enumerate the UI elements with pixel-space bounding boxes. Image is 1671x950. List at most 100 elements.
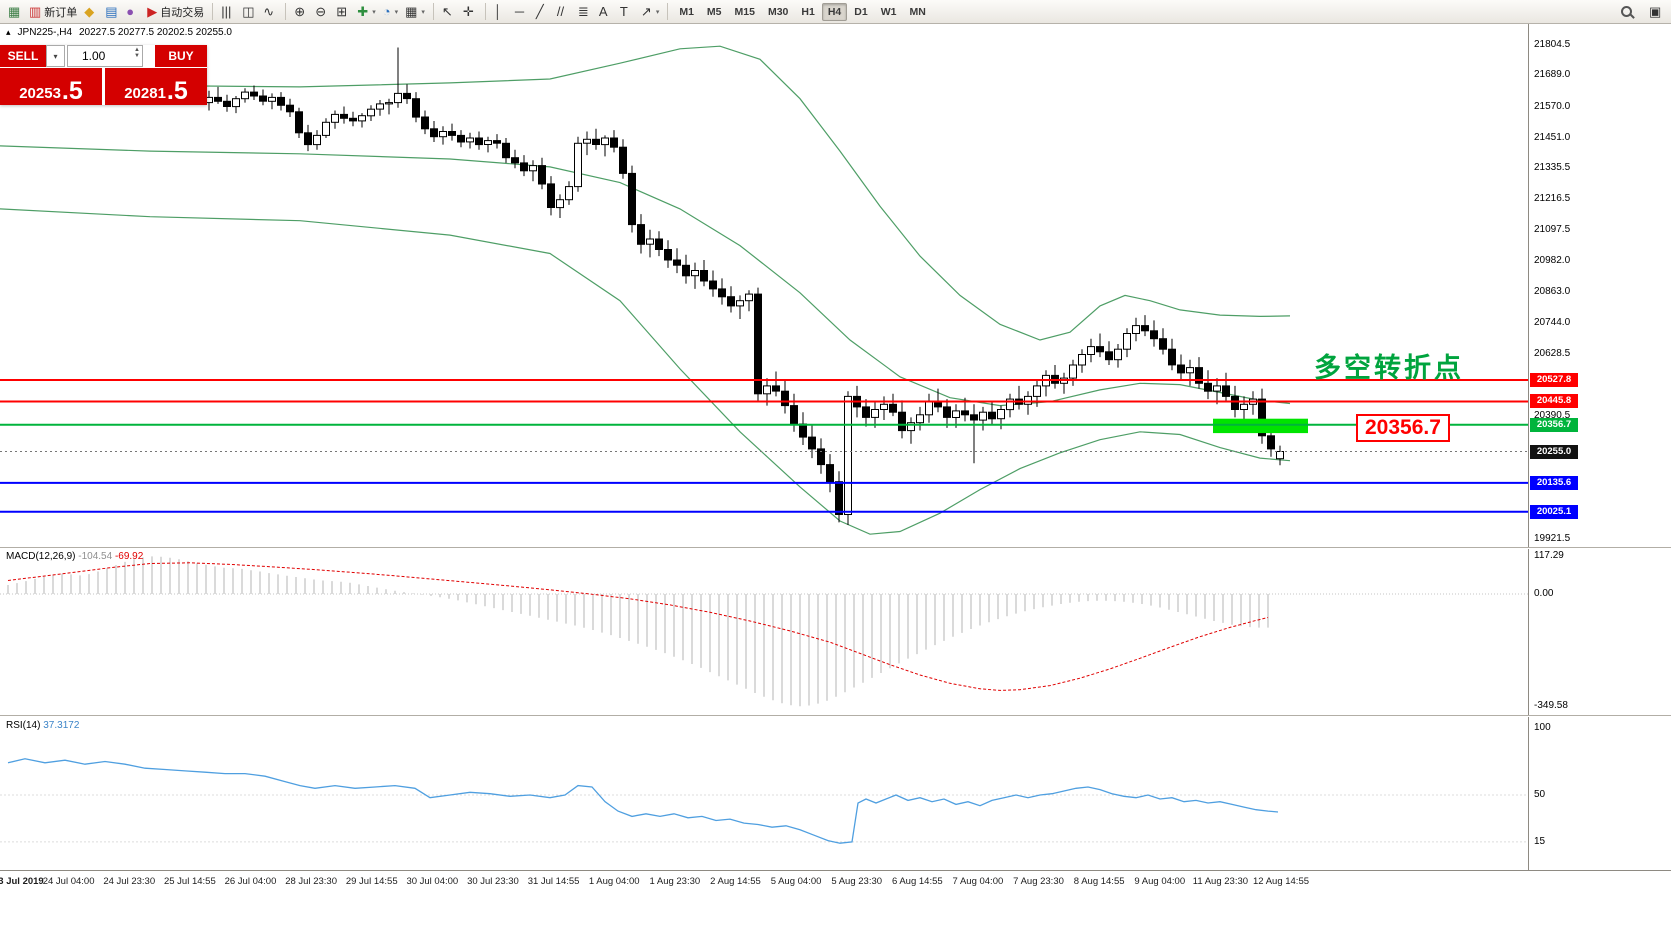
text-label-icon: T [619, 4, 628, 19]
spin-down-icon[interactable]: ▼ [134, 53, 140, 59]
text-button[interactable]: A [596, 2, 616, 22]
line-chart-type-icon: ∿ [263, 4, 275, 19]
fibonacci-icon: ≣ [577, 4, 589, 19]
price-callout-box[interactable]: 20356.7 [1356, 414, 1450, 442]
chevron-down-icon[interactable]: ▾ [655, 8, 660, 16]
channel-icon: // [556, 4, 565, 19]
time-axis-label: 5 Aug 04:00 [770, 876, 822, 887]
ohlc-bars-type-button[interactable]: ||| [218, 2, 238, 22]
price-scale-label: 21689.0 [1534, 69, 1571, 81]
price-scale-label: 21804.5 [1534, 39, 1571, 50]
arrows-button[interactable]: ↗ ▾ [638, 2, 662, 22]
buy-button[interactable]: BUY [155, 45, 207, 67]
macd-panel-canvas[interactable] [0, 549, 1528, 715]
data-window-button[interactable]: ● [123, 2, 143, 22]
time-axis-label: 1 Aug 23:30 [649, 876, 701, 887]
bollinger-middle [0, 145, 1291, 407]
timeframe-h1[interactable]: H1 [801, 5, 815, 18]
price-scale-label: 20863.0 [1534, 286, 1571, 298]
buy-price-main: 20281 [124, 85, 166, 102]
price-scale[interactable]: 21804.5 21689.0 21570.0 21451.0 21335.5 21216… [1528, 24, 1671, 547]
new-order-button[interactable]: ▥ 新订单 [26, 2, 80, 22]
symbol-period-label: JPN225-,H4 [17, 27, 72, 38]
templates-button[interactable]: ▦ ▾ [402, 2, 428, 22]
chevron-down-icon[interactable]: ▾ [421, 8, 425, 16]
toolbar-separator [285, 3, 287, 20]
macd-scale-label: 117.29 [1534, 550, 1564, 562]
one-click-trading-panel: SELL ▾ 1.00 ▲ ▼ BUY 20253.5 20281.5 [0, 45, 207, 105]
timeframe-m1[interactable]: M1 [679, 5, 694, 18]
panel-divider[interactable] [0, 547, 1671, 549]
ohlc-bars-type-icon: ||| [221, 4, 232, 19]
zoom-out-button[interactable]: ⊖ [312, 2, 332, 22]
cursor-button[interactable]: ↖ [439, 2, 459, 22]
crosshair-button[interactable]: ✛ [460, 2, 480, 22]
timeframe-m5[interactable]: M5 [706, 5, 722, 18]
vertical-line-icon: │ [493, 4, 503, 19]
time-axis-label: 29 Jul 14:55 [345, 876, 398, 887]
price-scale-label: 20628.5 [1534, 347, 1571, 359]
profiles-button[interactable]: ◆ [81, 2, 101, 22]
new-order-label: 新订单 [44, 6, 78, 19]
buy-price[interactable]: 20281.5 [105, 68, 207, 105]
fibonacci-button[interactable]: ≣ [575, 2, 595, 22]
price-scale-label: 20982.0 [1534, 254, 1571, 266]
price-line-label: 20255.0 [1530, 444, 1578, 459]
panel-divider[interactable] [0, 715, 1671, 717]
sell-button[interactable]: SELL [0, 45, 46, 67]
templates-icon: ▦ [405, 4, 418, 19]
chevron-down-icon[interactable]: ▾ [372, 8, 376, 16]
channel-button[interactable]: // [554, 2, 574, 22]
ohlc-values: 20227.5 20277.5 20202.5 20255.0 [79, 27, 232, 38]
vertical-line-button[interactable]: │ [491, 2, 511, 22]
auto-trading-button[interactable]: ▶ 自动交易 [144, 2, 207, 22]
time-axis-label: 6 Aug 14:55 [891, 876, 943, 887]
price-line-label: 20356.7 [1530, 417, 1578, 432]
time-axis-label: 26 Jul 04:00 [224, 876, 277, 887]
indicators-button[interactable]: ✚ ▾ [354, 2, 378, 22]
horizontal-line-icon: ─ [514, 4, 525, 19]
timeframe-mn[interactable]: MN [909, 5, 926, 18]
window-layout-button[interactable]: ▣ [1646, 2, 1666, 22]
timeframe-w1[interactable]: W1 [880, 5, 897, 18]
volume-stepper[interactable]: ▲ ▼ [134, 47, 140, 59]
timeframe-m30[interactable]: M30 [767, 5, 789, 18]
horizontal-line-button[interactable]: ─ [512, 2, 532, 22]
text-label-button[interactable]: T [617, 2, 637, 22]
new-chart-button[interactable]: ▦ [5, 2, 25, 22]
search-button[interactable] [1618, 2, 1645, 22]
price-scale-label: 21570.0 [1534, 100, 1571, 112]
timeframe-m15[interactable]: M15 [734, 5, 755, 18]
sell-price[interactable]: 20253.5 [0, 68, 102, 105]
cursor-icon: ↖ [441, 4, 453, 19]
volume-input[interactable]: 1.00 ▲ ▼ [67, 45, 143, 67]
bollinger-lower [0, 208, 1291, 535]
price-scale-label: 19921.5 [1534, 533, 1571, 545]
timeframe-h4[interactable]: H4 [821, 2, 848, 21]
main-chart-canvas[interactable] [0, 24, 1528, 547]
zoom-in-button[interactable]: ⊕ [291, 2, 311, 22]
trade-options-dropdown[interactable]: ▾ [46, 45, 65, 67]
text-icon: A [598, 4, 608, 19]
zoom-in-icon: ⊕ [294, 4, 306, 19]
rsi-panel-canvas[interactable] [0, 717, 1528, 870]
market-watch-button[interactable]: ▤ [102, 2, 122, 22]
trendline-button[interactable]: ╱ [533, 2, 553, 22]
trendline-icon: ╱ [535, 4, 544, 19]
price-scale-label: 21097.5 [1534, 224, 1571, 236]
chevron-down-icon[interactable]: ▾ [394, 8, 399, 16]
rsi-scale-label: 50 [1534, 789, 1546, 800]
periods-button[interactable]: ◔ ▾ [380, 2, 401, 22]
candlestick-type-button[interactable]: ◫ [239, 2, 259, 22]
time-axis-label: 30 Jul 23:30 [467, 876, 519, 887]
search-icon [1621, 6, 1632, 17]
annotation-turning-point[interactable]: 多空转折点 [1314, 353, 1464, 383]
line-chart-type-button[interactable]: ∿ [260, 2, 280, 22]
spin-up-icon[interactable]: ▲ [134, 47, 140, 53]
rsi-value: 37.3172 [43, 720, 80, 731]
timeframe-d1[interactable]: D1 [854, 5, 868, 18]
candlestick-type-icon: ◫ [242, 4, 255, 19]
grid-button[interactable]: ⊞ [333, 2, 353, 22]
